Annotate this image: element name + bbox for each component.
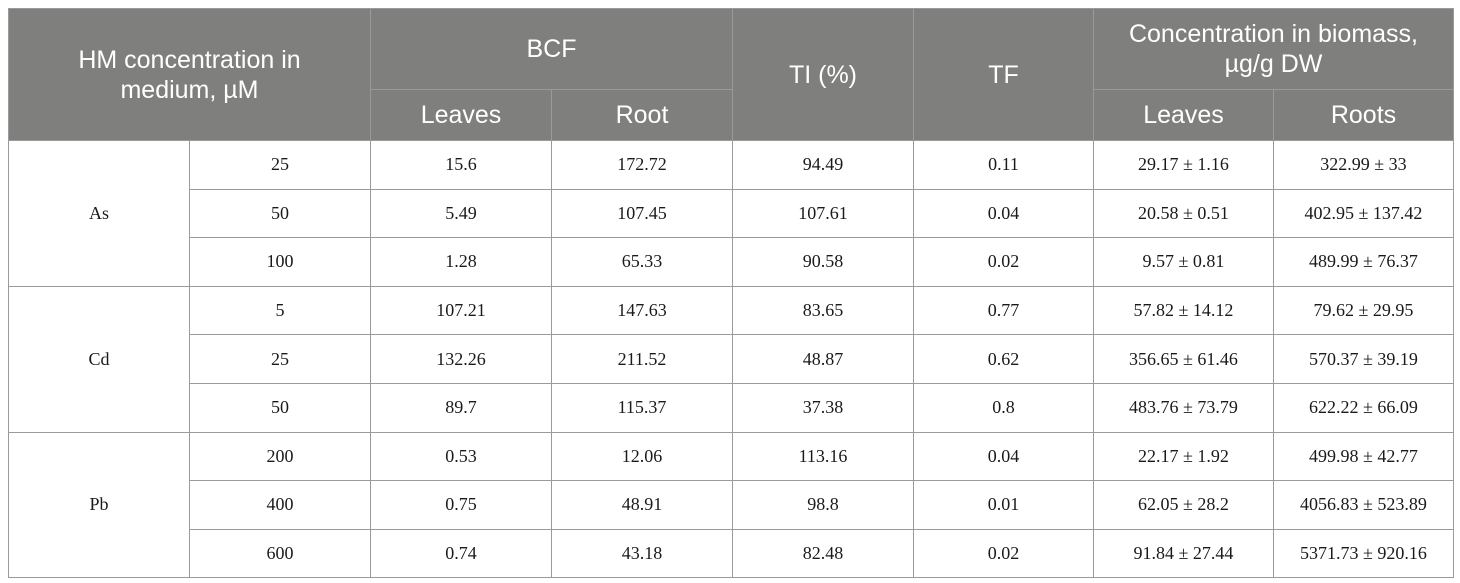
bcf-leaves-cell: 89.7 xyxy=(370,382,552,433)
header-bcf-root: Root xyxy=(551,89,733,141)
biomass-roots-cell: 4056.83 ± 523.89 xyxy=(1273,480,1454,530)
header-biomass: Concentration in biomass, µg/g DW xyxy=(1093,8,1454,90)
header-bcf-leaves: Leaves xyxy=(370,89,552,141)
bcf-root-cell: 147.63 xyxy=(551,285,733,336)
concentration-cell: 25 xyxy=(189,334,371,384)
table-row: Cd 5 107.21 147.63 83.65 0.77 57.82 ± 14.12 79.… xyxy=(8,285,1454,433)
biomass-roots-cell: 79.62 ± 29.95 xyxy=(1273,285,1454,336)
bcf-root-cell: 12.06 xyxy=(551,431,733,482)
ti-cell: 113.16 xyxy=(732,431,914,482)
biomass-roots-cell: 570.37 ± 39.19 xyxy=(1273,334,1454,384)
concentration-cell: 5 xyxy=(189,285,371,336)
ti-cell: 83.65 xyxy=(732,285,914,336)
bcf-leaves-cell: 1.28 xyxy=(370,237,552,287)
bcf-root-cell: 211.52 xyxy=(551,334,733,384)
concentration-cell: 50 xyxy=(189,382,371,433)
table-row: 100 1.28 65.33 90.58 0.02 9.57 ± 0.81 489.99 ±… xyxy=(9,237,1454,287)
table-row: 25 132.26 211.52 48.87 0.62 356.65 ± 61.46 570… xyxy=(9,334,1454,384)
tf-cell: 0.04 xyxy=(913,431,1094,482)
bcf-leaves-cell: 15.6 xyxy=(370,140,552,190)
bcf-root-cell: 48.91 xyxy=(551,480,733,530)
biomass-leaves-cell: 91.84 ± 27.44 xyxy=(1093,528,1274,579)
header-hm-concentration-label: HM concentration in medium, µM xyxy=(78,45,301,104)
biomass-leaves-cell: 29.17 ± 1.16 xyxy=(1093,140,1274,190)
concentration-cell: 400 xyxy=(189,480,371,530)
metal-cell: Cd xyxy=(8,285,190,433)
table-row: Pb 200 0.53 12.06 113.16 0.04 22.17 ± 1.92 499.… xyxy=(8,431,1454,579)
bcf-leaves-cell: 107.21 xyxy=(370,285,552,336)
tf-cell: 0.02 xyxy=(913,528,1094,579)
tf-cell: 0.8 xyxy=(913,382,1094,433)
table-row: 50 5.49 107.45 107.61 0.04 20.58 ± 0.51 402.95… xyxy=(9,188,1454,239)
bcf-leaves-cell: 0.74 xyxy=(370,528,552,579)
table-row: As 25 15.6 172.72 94.49 0.11 29.17 ± 1.16 322.9… xyxy=(8,140,1454,287)
ti-cell: 37.38 xyxy=(732,382,914,433)
biomass-leaves-cell: 20.58 ± 0.51 xyxy=(1093,188,1274,239)
tf-cell: 0.62 xyxy=(913,334,1094,384)
biomass-leaves-cell: 356.65 ± 61.46 xyxy=(1093,334,1274,384)
header-ti: TI (%) xyxy=(732,8,914,141)
concentration-cell: 200 xyxy=(189,431,371,482)
biomass-roots-cell: 5371.73 ± 920.16 xyxy=(1273,528,1454,579)
biomass-leaves-cell: 57.82 ± 14.12 xyxy=(1093,285,1274,336)
ti-cell: 82.48 xyxy=(732,528,914,579)
header-tf: TF xyxy=(913,8,1094,141)
concentration-cell: 25 xyxy=(189,140,371,190)
metal-cell: As xyxy=(8,140,190,287)
concentration-cell: 100 xyxy=(189,237,371,287)
table-row: 50 89.7 115.37 37.38 0.8 483.76 ± 73.79 622.22… xyxy=(9,382,1454,433)
tf-cell: 0.04 xyxy=(913,188,1094,239)
ti-cell: 98.8 xyxy=(732,480,914,530)
header-biomass-label: Concentration in biomass, µg/g DW xyxy=(1128,20,1419,78)
header-biomass-roots: Roots xyxy=(1273,89,1454,141)
tf-cell: 0.02 xyxy=(913,237,1094,287)
bcf-leaves-cell: 132.26 xyxy=(370,334,552,384)
table-header: HM concentration in medium, µM BCF TI (%… xyxy=(8,8,1454,141)
bcf-root-cell: 65.33 xyxy=(551,237,733,287)
biomass-roots-cell: 322.99 ± 33 xyxy=(1273,140,1454,190)
ti-cell: 90.58 xyxy=(732,237,914,287)
table-row: 400 0.75 48.91 98.8 0.01 62.05 ± 28.2 4056.83 … xyxy=(9,480,1454,530)
bcf-root-cell: 115.37 xyxy=(551,382,733,433)
table-row: 600 0.74 43.18 82.48 0.02 91.84 ± 27.44 5371.7… xyxy=(9,528,1454,579)
ti-cell: 48.87 xyxy=(732,334,914,384)
bcf-leaves-cell: 0.53 xyxy=(370,431,552,482)
ti-cell: 94.49 xyxy=(732,140,914,190)
data-table: HM concentration in medium, µM BCF TI (%… xyxy=(8,8,1454,579)
header-hm-concentration: HM concentration in medium, µM xyxy=(8,8,371,141)
metal-cell: Pb xyxy=(8,431,190,579)
bcf-leaves-cell: 0.75 xyxy=(370,480,552,530)
bcf-root-cell: 107.45 xyxy=(551,188,733,239)
biomass-leaves-cell: 22.17 ± 1.92 xyxy=(1093,431,1274,482)
bcf-root-cell: 43.18 xyxy=(551,528,733,579)
table-body: As 25 15.6 172.72 94.49 0.11 29.17 ± 1.16 322.9… xyxy=(8,140,1454,579)
biomass-roots-cell: 489.99 ± 76.37 xyxy=(1273,237,1454,287)
biomass-leaves-cell: 62.05 ± 28.2 xyxy=(1093,480,1274,530)
biomass-roots-cell: 622.22 ± 66.09 xyxy=(1273,382,1454,433)
header-bcf: BCF xyxy=(370,8,733,90)
tf-cell: 0.77 xyxy=(913,285,1094,336)
concentration-cell: 600 xyxy=(189,528,371,579)
header-biomass-leaves: Leaves xyxy=(1093,89,1274,141)
bcf-leaves-cell: 5.49 xyxy=(370,188,552,239)
biomass-leaves-cell: 9.57 ± 0.81 xyxy=(1093,237,1274,287)
tf-cell: 0.01 xyxy=(913,480,1094,530)
biomass-roots-cell: 499.98 ± 42.77 xyxy=(1273,431,1454,482)
concentration-cell: 50 xyxy=(189,188,371,239)
bcf-root-cell: 172.72 xyxy=(551,140,733,190)
tf-cell: 0.11 xyxy=(913,140,1094,190)
biomass-leaves-cell: 483.76 ± 73.79 xyxy=(1093,382,1274,433)
biomass-roots-cell: 402.95 ± 137.42 xyxy=(1273,188,1454,239)
ti-cell: 107.61 xyxy=(732,188,914,239)
